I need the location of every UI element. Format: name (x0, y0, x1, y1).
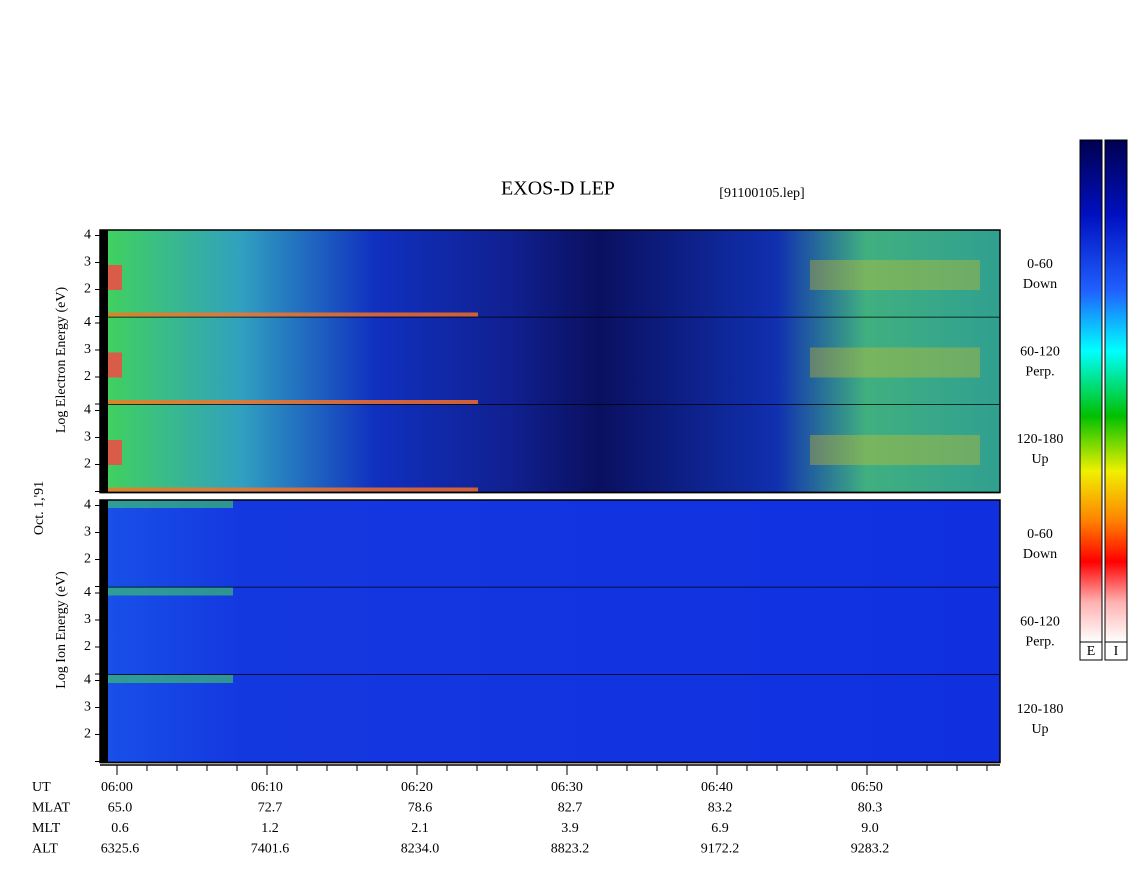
panel-direction: Down (1023, 277, 1057, 292)
ephemeris-value: 82.7 (558, 801, 583, 816)
y-tick-label: 3 (84, 342, 91, 357)
color-bar-box (1079, 641, 1103, 661)
activity-band (810, 435, 980, 465)
ephemeris-value: 1.2 (261, 821, 279, 836)
activity-band (810, 260, 980, 290)
panel-range: 120-180 (1017, 432, 1064, 447)
ephemeris-value: 3.9 (561, 821, 579, 836)
activity-band (108, 675, 233, 683)
time-label: 06:50 (851, 780, 883, 795)
ephemeris-label: MLT (32, 821, 61, 836)
date-label: Oct. 1,'91 (32, 481, 47, 535)
time-label: 06:10 (251, 780, 283, 795)
y-tick-label: 2 (84, 457, 91, 472)
ephemeris-value: 65.0 (108, 801, 133, 816)
color-bar-label: E (1087, 644, 1096, 659)
y-tick-label: 4 (84, 498, 91, 513)
ephemeris-value: 8234.0 (401, 842, 440, 857)
panel-direction: Perp. (1025, 635, 1054, 650)
left-strip (100, 317, 108, 405)
ion-axis-label: Log Ion Energy (eV) (54, 571, 69, 689)
color-bar (1104, 139, 1128, 643)
ephemeris-value: 2.1 (411, 821, 429, 836)
left-strip (100, 405, 108, 493)
y-tick-label: 3 (84, 255, 91, 270)
spectrogram-panel (108, 675, 1000, 763)
y-tick-label: 4 (84, 315, 91, 330)
ephemeris-value: 6.9 (711, 821, 729, 836)
activity-band (108, 500, 233, 508)
panel-direction: Perp. (1025, 365, 1054, 380)
ephemeris-value: 9.0 (861, 821, 879, 836)
spectrogram-panel (108, 230, 1000, 318)
y-tick-label: 2 (84, 369, 91, 384)
left-strip (100, 675, 108, 763)
color-bar (1079, 139, 1103, 643)
ephemeris-value: 0.6 (111, 821, 129, 836)
panel-direction: Down (1023, 547, 1057, 562)
ephemeris-value: 9172.2 (701, 842, 740, 857)
spectrogram-panel (108, 587, 1000, 675)
time-label: 06:00 (101, 780, 133, 795)
electron-axis-label: Log Electron Energy (eV) (54, 287, 69, 434)
y-tick-label: 3 (84, 700, 91, 715)
time-label: 06:30 (551, 780, 583, 795)
spectrogram-panel (108, 500, 1000, 588)
ephemeris-value: 9283.2 (851, 842, 890, 857)
y-tick-label: 3 (84, 430, 91, 445)
ephemeris-value: 7401.6 (251, 842, 290, 857)
activity-band (108, 587, 233, 596)
color-bar-label: I (1114, 644, 1119, 659)
spectrogram-panel (108, 317, 1000, 405)
low-energy-band (108, 312, 478, 317)
file-name: [91100105.lep] (719, 186, 804, 201)
hot-spot (108, 265, 122, 290)
ephemeris-label: UT (32, 780, 51, 795)
panel-range: 60-120 (1020, 615, 1060, 630)
left-strip (100, 230, 108, 318)
hot-spot (108, 352, 122, 378)
y-tick-label: 4 (84, 585, 91, 600)
ephemeris-value: 83.2 (708, 801, 733, 816)
panel-range: 0-60 (1027, 527, 1053, 542)
activity-band (810, 347, 980, 378)
panel-range: 60-120 (1020, 345, 1060, 360)
y-tick-label: 2 (84, 282, 91, 297)
ephemeris-label: ALT (32, 842, 58, 857)
time-label: 06:40 (701, 780, 733, 795)
y-tick-label: 4 (84, 673, 91, 688)
left-strip (100, 587, 108, 675)
y-tick-label: 4 (84, 228, 91, 243)
y-tick-label: 2 (84, 727, 91, 742)
panel-range: 120-180 (1017, 702, 1064, 717)
color-bar-box (1104, 641, 1128, 661)
panel-direction: Up (1031, 452, 1048, 467)
panel-direction: Up (1031, 722, 1048, 737)
low-energy-band (108, 487, 478, 492)
plot-frame (99, 229, 1001, 494)
ephemeris-value: 6325.6 (101, 842, 140, 857)
ephemeris-value: 8823.2 (551, 842, 590, 857)
time-label: 06:20 (401, 780, 433, 795)
y-tick-label: 2 (84, 552, 91, 567)
title: EXOS-D LEP (501, 178, 615, 200)
y-tick-label: 4 (84, 403, 91, 418)
ephemeris-label: MLAT (32, 801, 71, 816)
ephemeris-value: 78.6 (408, 801, 433, 816)
ephemeris-value: 80.3 (858, 801, 883, 816)
y-tick-label: 2 (84, 639, 91, 654)
panel-range: 0-60 (1027, 257, 1053, 272)
plot-frame (99, 499, 1001, 764)
low-energy-band (108, 400, 478, 404)
y-tick-label: 3 (84, 525, 91, 540)
ephemeris-value: 72.7 (258, 801, 283, 816)
spectrogram-panel (108, 405, 1000, 493)
left-strip (100, 500, 108, 588)
hot-spot (108, 440, 122, 465)
y-tick-label: 3 (84, 612, 91, 627)
